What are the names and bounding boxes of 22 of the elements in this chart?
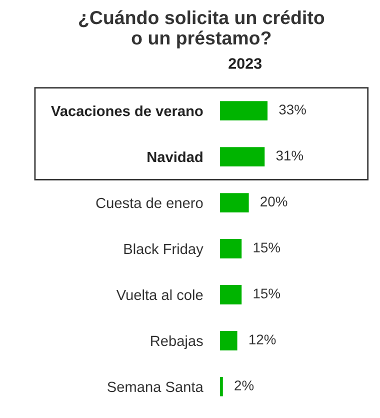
data-label: 15% [254,242,280,252]
y-tick-label: Rebajas [151,335,203,349]
data-label: 12% [249,334,276,344]
bar [220,239,242,258]
y-tick-label: Navidad [148,151,202,162]
data-label: 15% [254,288,280,298]
bar [220,147,265,166]
bar [220,331,238,350]
y-tick-label: Black Friday [124,243,204,258]
chart-subtitle: 2023 [228,58,262,69]
y-tick-label: Cuesta de enero [96,197,203,208]
data-label: 33% [279,104,306,114]
chart-title: ¿Cuándo solicita un crédito o un préstamo? [79,10,324,48]
bar [220,285,242,304]
y-tick-label: Semana Santa [108,382,204,392]
data-label: 31% [276,150,304,160]
y-tick-label: Vacaciones de verano [51,105,203,116]
bar [220,193,249,212]
data-label: 20% [260,196,288,206]
y-tick-label: Vuelta al cole [116,289,203,300]
data-label: 2% [234,380,254,390]
bar [220,101,268,120]
